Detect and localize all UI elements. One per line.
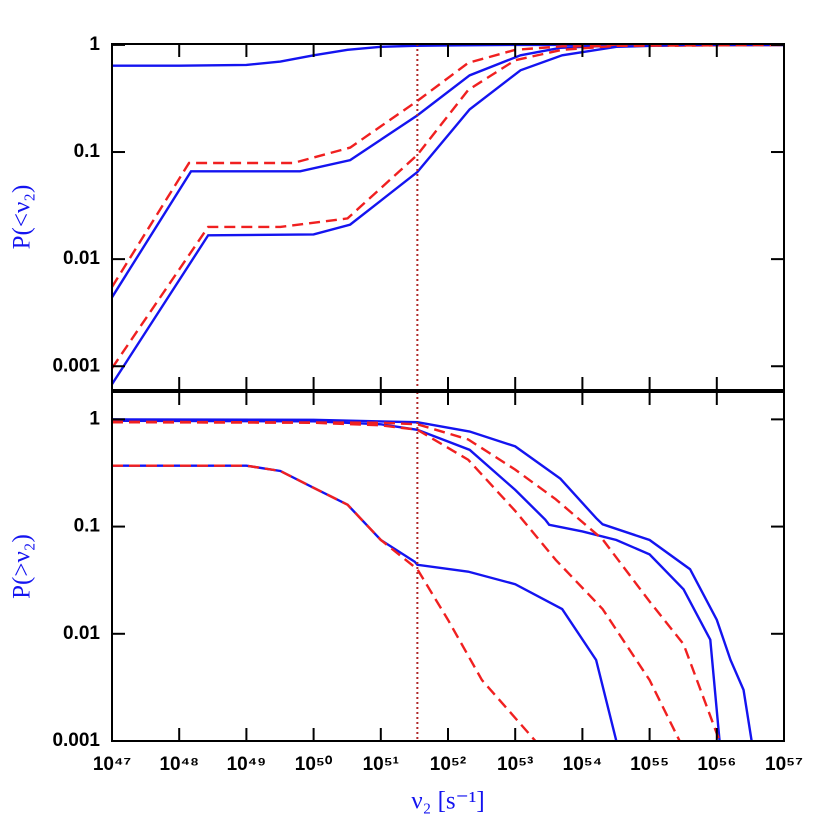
- y-tick-label: 0.001: [52, 730, 100, 751]
- y-tick-label: 0.01: [63, 623, 100, 644]
- x-tick-label: 10⁵⁶: [697, 754, 736, 775]
- series-line: [112, 44, 784, 67]
- y-tick-label: 0.1: [74, 516, 101, 537]
- series-line: [112, 418, 753, 741]
- series-line: [112, 44, 784, 369]
- y-tick-label: 1: [89, 34, 100, 55]
- x-tick-label: 10⁵⁴: [563, 754, 602, 775]
- series-line: [112, 420, 721, 741]
- series-line: [112, 464, 537, 741]
- y-tick-label: 0.001: [52, 355, 100, 376]
- y-axis-label: P(>ν₂): [9, 534, 36, 599]
- x-tick-label: 10⁵⁷: [765, 754, 803, 775]
- series-line: [112, 44, 784, 385]
- x-tick-label: 10⁵¹: [363, 754, 399, 775]
- series-line: [112, 419, 721, 741]
- y-tick-label: 0.01: [63, 248, 100, 269]
- x-tick-label: 10⁴⁷: [93, 754, 132, 775]
- series-line: [112, 421, 681, 741]
- y-axis-label: P(<ν₂): [9, 185, 36, 250]
- plot-frame: [111, 391, 785, 742]
- x-tick-label: 10⁵²: [430, 754, 466, 775]
- plot-area: [112, 44, 784, 385]
- x-axis-label: ν₂ [s⁻¹]: [411, 788, 484, 815]
- plot-area: [112, 418, 753, 741]
- plot-frame: [111, 43, 785, 391]
- y-tick-label: 0.1: [74, 141, 101, 162]
- x-tick-label: 10⁵⁰: [295, 754, 333, 775]
- x-tick-label: 10⁴⁹: [227, 754, 267, 775]
- series-line: [112, 44, 784, 288]
- x-tick-label: 10⁵³: [497, 754, 533, 775]
- y-tick-label: 1: [89, 408, 100, 429]
- series-line: [112, 44, 784, 298]
- x-tick-label: 10⁵⁵: [630, 754, 669, 775]
- x-tick-label: 10⁴⁸: [159, 754, 199, 775]
- series-line: [112, 464, 618, 741]
